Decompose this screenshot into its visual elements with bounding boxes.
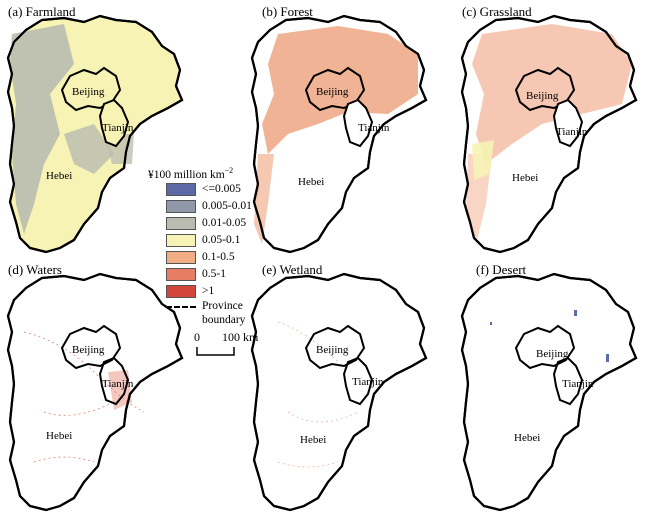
- label-tianjin: Tianjin: [102, 122, 134, 134]
- legend-title: ¥100 million km−2: [148, 166, 233, 181]
- panel-title: (e) Wetland: [262, 262, 323, 277]
- desert-patch-east: [606, 354, 609, 362]
- panel-title: (b) Forest: [262, 4, 313, 19]
- label-hebei: Hebei: [298, 176, 325, 188]
- grassland-coverage-light: [472, 140, 494, 180]
- label-hebei: Hebei: [514, 432, 541, 444]
- forest-map: [250, 14, 428, 254]
- legend-label: <=0.005: [202, 183, 241, 195]
- label-tianjin: Tianjin: [358, 122, 390, 134]
- legend-swatch: [166, 234, 196, 247]
- panel-waters: (d) Waters Beijing Tianjin Hebei: [4, 262, 220, 520]
- forest-coverage-north: [262, 26, 418, 154]
- legend-title-sup: −2: [224, 166, 234, 175]
- panel-forest: (b) Forest Beijing Tianjin Hebei: [218, 4, 434, 262]
- waters-tianjin-cluster: [108, 370, 132, 410]
- label-tianjin: Tianjin: [102, 378, 134, 390]
- scale-distance: 100 km: [222, 330, 259, 344]
- label-tianjin: Tianjin: [556, 126, 588, 138]
- label-beijing: Beijing: [72, 344, 105, 356]
- scale-zero: 0: [194, 330, 200, 344]
- label-beijing: Beijing: [536, 348, 569, 360]
- panel-farmland: (a) Farmland Beijing Tianjin Hebei: [4, 4, 220, 262]
- grassland-map: [460, 14, 638, 254]
- legend-label: 0.5-1: [202, 268, 226, 280]
- legend-swatch: [166, 251, 196, 264]
- legend-label: 0.005-0.01: [202, 200, 252, 212]
- label-beijing: Beijing: [316, 344, 349, 356]
- grassland-coverage-north: [472, 24, 632, 164]
- panel-grassland: (c) Grassland Beijing Tianjin Hebei: [432, 4, 648, 262]
- wetland-map: [250, 272, 428, 512]
- panel-title: (d) Waters: [8, 262, 62, 277]
- label-tianjin: Tianjin: [562, 378, 594, 390]
- hebei-region: [6, 272, 184, 512]
- label-beijing: Beijing: [316, 86, 349, 98]
- label-hebei: Hebei: [300, 434, 327, 446]
- province-boundary-symbol: [166, 306, 196, 308]
- farmland-gray-zone-south: [64, 124, 114, 174]
- waters-river-network: [23, 331, 145, 463]
- farmland-map: [6, 14, 184, 254]
- label-hebei: Hebei: [46, 170, 73, 182]
- legend-boundary-label-1: Province: [202, 300, 243, 312]
- legend-swatch: [166, 200, 196, 213]
- panel-title: (a) Farmland: [8, 4, 76, 19]
- panel-desert: (f) Desert Beijing Tianjin Hebei: [432, 262, 648, 520]
- legend-swatch: [166, 285, 196, 298]
- label-hebei: Hebei: [46, 430, 73, 442]
- grassland-coverage-southwest: [466, 154, 492, 244]
- panel-wetland: (e) Wetland Beijing Tianjin Hebei: [218, 262, 434, 520]
- label-tianjin: Tianjin: [352, 376, 384, 388]
- panel-title: (c) Grassland: [462, 4, 532, 19]
- legend-swatch: [166, 183, 196, 196]
- legend-label: 0.01-0.05: [202, 217, 247, 229]
- label-hebei: Hebei: [512, 172, 539, 184]
- hebei-region: [250, 272, 428, 512]
- waters-map: [6, 272, 184, 512]
- hebei-region: [460, 272, 638, 512]
- desert-patch-northwest: [490, 322, 492, 325]
- legend-boundary-label-2: boundary: [202, 314, 246, 326]
- panel-title: (f) Desert: [476, 262, 527, 277]
- desert-map: [460, 272, 638, 512]
- label-beijing: Beijing: [526, 90, 559, 102]
- wetland-patches: [277, 321, 359, 468]
- legend-label: 0.1-0.5: [202, 251, 235, 263]
- legend-label: 0.05-0.1: [202, 234, 241, 246]
- legend-title-main: ¥100 million km: [148, 168, 225, 181]
- label-beijing: Beijing: [72, 86, 105, 98]
- legend-label: >1: [202, 285, 215, 297]
- farmland-gray-zone-west: [10, 24, 74, 234]
- scale-bar-line: [196, 347, 235, 356]
- legend-swatch: [166, 268, 196, 281]
- desert-patch-north: [574, 310, 577, 316]
- legend-swatch: [166, 217, 196, 230]
